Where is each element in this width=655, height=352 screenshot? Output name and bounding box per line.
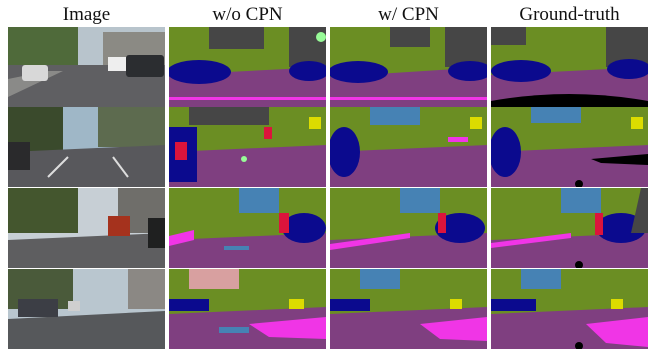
row1-ground-truth: [491, 27, 648, 107]
row2-prediction-without-cpn: [169, 107, 326, 187]
row3-prediction-with-cpn: [330, 188, 487, 268]
row3-street-photo: [8, 188, 165, 268]
column-header-with-cpn: w/ CPN: [378, 4, 439, 25]
row3-prediction-without-cpn: [169, 188, 326, 268]
row1-prediction-with-cpn: [330, 27, 487, 107]
row4-ground-truth: [491, 269, 648, 349]
row1-street-photo: [8, 27, 165, 107]
row3-ground-truth: [491, 188, 648, 268]
row4-street-photo: [8, 269, 165, 349]
row4-prediction-without-cpn: [169, 269, 326, 349]
row2-street-photo: [8, 107, 165, 187]
row4-prediction-with-cpn: [330, 269, 487, 349]
row2-prediction-with-cpn: [330, 107, 487, 187]
column-header-image: Image: [62, 4, 111, 25]
column-header-without-cpn: w/o CPN: [212, 4, 283, 25]
column-header-ground-truth: Ground-truth: [519, 4, 620, 25]
row2-ground-truth: [491, 107, 648, 187]
row1-prediction-without-cpn: [169, 27, 326, 107]
